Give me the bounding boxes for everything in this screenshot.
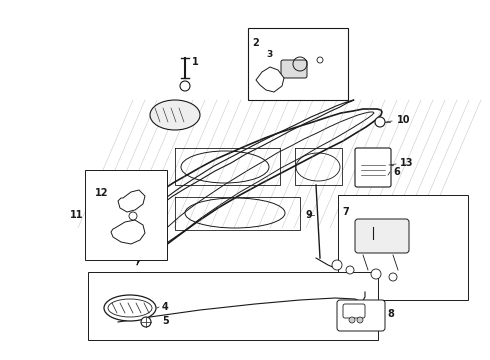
Ellipse shape [104, 295, 156, 321]
Bar [88, 272, 378, 340]
Text: 13: 13 [400, 158, 414, 168]
Circle shape [317, 57, 323, 63]
Bar [248, 28, 348, 100]
FancyBboxPatch shape [281, 60, 307, 78]
Text: 1: 1 [192, 57, 199, 67]
Text: 10: 10 [397, 115, 411, 125]
Ellipse shape [150, 100, 200, 130]
Text: 6: 6 [393, 167, 400, 177]
Polygon shape [111, 220, 145, 244]
Text: 5: 5 [162, 316, 169, 326]
Circle shape [357, 317, 363, 323]
Circle shape [141, 317, 151, 327]
Text: 12: 12 [95, 188, 108, 198]
Circle shape [129, 212, 137, 220]
Circle shape [180, 81, 190, 91]
Circle shape [376, 159, 388, 171]
Circle shape [346, 266, 354, 274]
Text: 4: 4 [162, 302, 169, 312]
Text: 11: 11 [70, 210, 83, 220]
Text: 8: 8 [387, 309, 394, 319]
Bar [338, 195, 468, 300]
Text: 3: 3 [266, 50, 272, 59]
Text: 2: 2 [252, 38, 259, 48]
FancyBboxPatch shape [355, 148, 391, 187]
FancyBboxPatch shape [337, 300, 385, 331]
Circle shape [332, 260, 342, 270]
FancyBboxPatch shape [355, 219, 409, 253]
Bar [85, 170, 167, 260]
Text: 9: 9 [305, 210, 312, 220]
Circle shape [371, 269, 381, 279]
Circle shape [375, 117, 385, 127]
Circle shape [389, 273, 397, 281]
Polygon shape [256, 67, 284, 92]
Circle shape [349, 317, 355, 323]
FancyBboxPatch shape [343, 304, 365, 318]
Text: 7: 7 [342, 207, 349, 217]
Polygon shape [118, 190, 145, 212]
